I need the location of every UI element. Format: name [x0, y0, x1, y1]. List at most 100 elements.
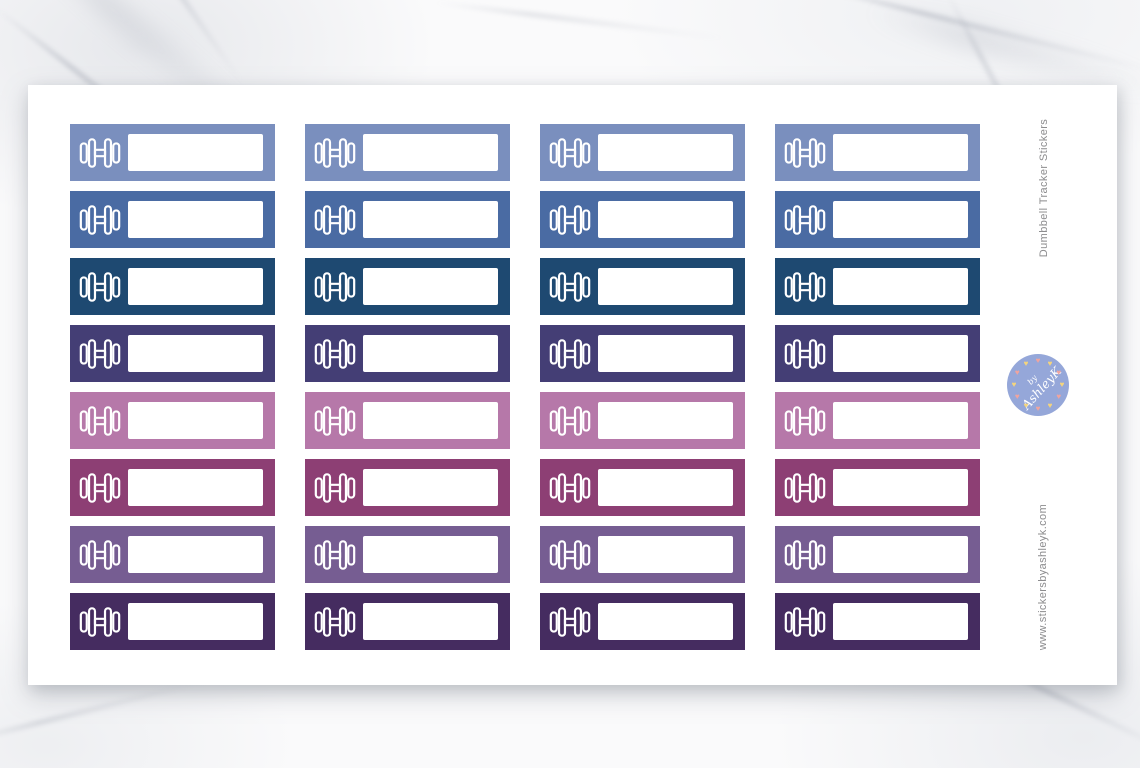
sticker-label-box [363, 603, 498, 640]
sticker-plum [775, 459, 980, 516]
sticker-dark-indigo [775, 325, 980, 382]
sticker-medium-purple [305, 526, 510, 583]
sticker-mauve-pink [540, 392, 745, 449]
sticker-navy-blue [70, 258, 275, 315]
dumbbell-icon [549, 271, 591, 302]
sticker-dark-indigo [305, 325, 510, 382]
sticker-label-box [128, 469, 263, 506]
dumbbell-icon [79, 204, 121, 235]
sticker-label-box [833, 603, 968, 640]
dumbbell-icon [549, 472, 591, 503]
sticker-navy-blue [775, 258, 980, 315]
sticker-label-box [598, 201, 733, 238]
heart-icon: ♥ [1056, 368, 1062, 377]
dumbbell-icon [79, 405, 121, 436]
website-url-vertical: www.stickersbyashleyk.com [1037, 503, 1049, 651]
dumbbell-icon [79, 137, 121, 168]
sticker-label-box [363, 335, 498, 372]
sticker-sheet: Dumbbell Tracker Stickers www.stickersby… [28, 85, 1117, 685]
dumbbell-icon [784, 472, 826, 503]
heart-icon: ♥ [1047, 400, 1053, 410]
heart-icon: ♥ [1059, 380, 1065, 389]
sticker-mauve-pink [775, 392, 980, 449]
sticker-grid [70, 124, 980, 650]
sticker-medium-blue [70, 191, 275, 248]
sticker-label-box [128, 402, 263, 439]
sticker-plum [305, 459, 510, 516]
sticker-dark-indigo [540, 325, 745, 382]
dumbbell-icon [784, 204, 826, 235]
sticker-label-box [128, 335, 263, 372]
heart-icon: ♥ [1023, 359, 1029, 369]
sticker-label-box [128, 536, 263, 573]
sticker-label-box [363, 201, 498, 238]
sticker-label-box [833, 134, 968, 171]
dumbbell-icon [784, 271, 826, 302]
sticker-label-box [598, 402, 733, 439]
sticker-medium-blue [775, 191, 980, 248]
dumbbell-icon [79, 472, 121, 503]
sticker-label-box [833, 268, 968, 305]
heart-icon: ♥ [1035, 356, 1041, 365]
heart-icon: ♥ [1014, 368, 1020, 377]
dumbbell-icon [314, 539, 356, 570]
sticker-plum [540, 459, 745, 516]
product-title-vertical: Dumbbell Tracker Stickers [1038, 118, 1050, 258]
sticker-dark-purple [305, 593, 510, 650]
sticker-navy-blue [540, 258, 745, 315]
dumbbell-icon [314, 606, 356, 637]
dumbbell-icon [784, 405, 826, 436]
sticker-dark-purple [70, 593, 275, 650]
sticker-label-box [833, 201, 968, 238]
sticker-light-periwinkle [305, 124, 510, 181]
dumbbell-icon [314, 338, 356, 369]
dumbbell-icon [784, 137, 826, 168]
sticker-label-box [598, 536, 733, 573]
sticker-label-box [363, 469, 498, 506]
dumbbell-icon [314, 204, 356, 235]
dumbbell-icon [549, 338, 591, 369]
sticker-label-box [833, 402, 968, 439]
dumbbell-icon [79, 338, 121, 369]
sticker-label-box [363, 402, 498, 439]
marble-vein [0, 678, 207, 747]
sticker-light-periwinkle [70, 124, 275, 181]
sticker-label-box [363, 536, 498, 573]
sticker-label-box [363, 134, 498, 171]
sticker-medium-blue [305, 191, 510, 248]
dumbbell-icon [314, 472, 356, 503]
marble-vein [430, 0, 730, 42]
dumbbell-icon [549, 204, 591, 235]
brand-badge: by AshleyK ♥ ♥ ♥ ♥ ♥ ♥ ♥ ♥ ♥ ♥ ♥ ♥ [1007, 354, 1069, 416]
sticker-label-box [598, 134, 733, 171]
sticker-label-box [128, 134, 263, 171]
sticker-dark-purple [540, 593, 745, 650]
sticker-label-box [598, 335, 733, 372]
sticker-medium-blue [540, 191, 745, 248]
sticker-navy-blue [305, 258, 510, 315]
sticker-label-box [833, 469, 968, 506]
sticker-plum [70, 459, 275, 516]
dumbbell-icon [549, 539, 591, 570]
sticker-label-box [363, 268, 498, 305]
sticker-dark-indigo [70, 325, 275, 382]
dumbbell-icon [314, 405, 356, 436]
dumbbell-icon [79, 606, 121, 637]
dumbbell-icon [549, 405, 591, 436]
dumbbell-icon [314, 137, 356, 168]
sticker-label-box [128, 603, 263, 640]
heart-icon: ♥ [1011, 380, 1017, 389]
sticker-label-box [598, 268, 733, 305]
sticker-dark-purple [775, 593, 980, 650]
dumbbell-icon [314, 271, 356, 302]
dumbbell-icon [784, 539, 826, 570]
badge-script-text: by AshleyK [994, 341, 1082, 429]
heart-icon: ♥ [1047, 359, 1053, 369]
heart-icon: ♥ [1056, 392, 1062, 401]
sticker-light-periwinkle [775, 124, 980, 181]
sticker-label-box [128, 201, 263, 238]
sticker-label-box [833, 536, 968, 573]
sticker-label-box [833, 335, 968, 372]
sticker-medium-purple [70, 526, 275, 583]
